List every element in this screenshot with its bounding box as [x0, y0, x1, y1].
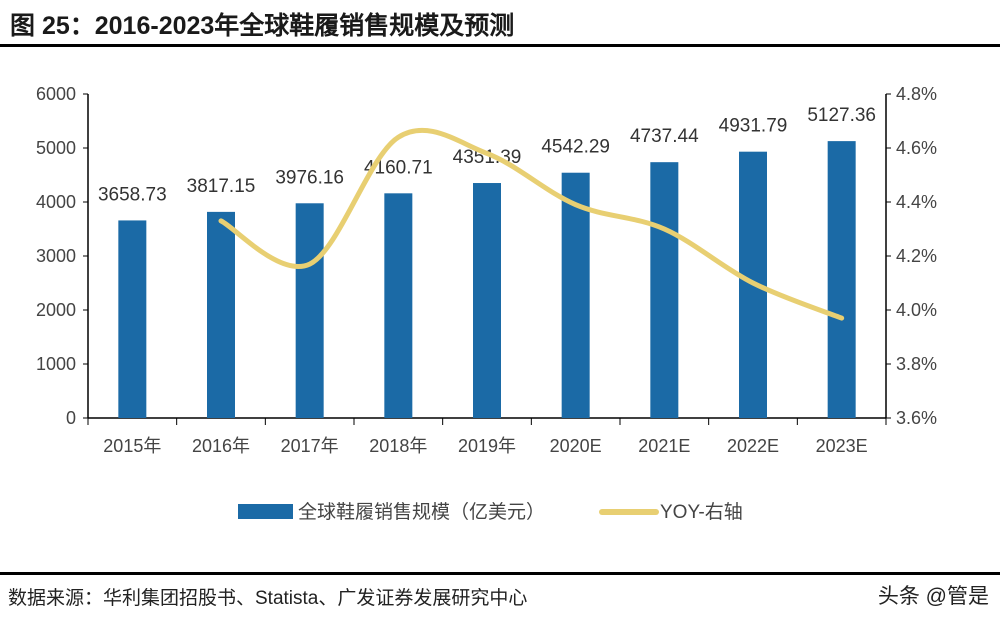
x-tick-label: 2017年: [281, 436, 339, 456]
legend-label-line: YOY-右轴: [660, 501, 743, 523]
bar-data-label: 4160.71: [364, 157, 433, 178]
right-tick-label: 3.6%: [896, 408, 937, 428]
left-tick-label: 1000: [36, 354, 76, 374]
bar-data-label: 3976.16: [275, 167, 344, 188]
left-tick-label: 5000: [36, 138, 76, 158]
x-tick-label: 2019年: [458, 436, 516, 456]
top-divider: [0, 44, 1000, 47]
right-tick-label: 4.2%: [896, 246, 937, 266]
left-tick-label: 4000: [36, 192, 76, 212]
bar: [295, 203, 324, 418]
x-tick-label: 2016年: [192, 436, 250, 456]
bar: [650, 162, 679, 418]
bar: [561, 172, 590, 418]
x-tick-label: 2022E: [727, 436, 779, 456]
right-tick-label: 4.4%: [896, 192, 937, 212]
bar: [384, 193, 413, 418]
source-note: 数据来源：华利集团招股书、Statista、广发证券发展研究中心: [8, 588, 528, 609]
x-tick-label: 2023E: [816, 436, 868, 456]
bar-data-label: 4737.44: [630, 126, 699, 147]
bar-data-label: 5127.36: [807, 105, 876, 126]
bar-data-label: 4931.79: [719, 116, 788, 137]
yoy-line: [218, 127, 845, 321]
x-tick-label: 2020E: [550, 436, 602, 456]
legend-swatch-bar: [238, 504, 293, 519]
left-tick-label: 2000: [36, 300, 76, 320]
bar: [827, 141, 856, 418]
bar: [207, 211, 235, 418]
right-tick-label: 4.0%: [896, 300, 937, 320]
bar-data-label: 3817.15: [187, 176, 256, 197]
bar-data-label: 3658.73: [98, 184, 167, 205]
x-tick-label: 2021E: [638, 436, 690, 456]
left-tick-label: 6000: [36, 84, 76, 104]
legend-label-bar: 全球鞋履销售规模（亿美元）: [298, 501, 545, 523]
x-tick-label: 2018年: [369, 436, 427, 456]
figure-title: 图 25：2016-2023年全球鞋履销售规模及预测: [10, 12, 515, 40]
bar: [118, 220, 147, 418]
bottom-divider: [0, 572, 1000, 575]
left-tick-label: 3000: [36, 246, 76, 266]
left-tick-label: 0: [66, 408, 76, 428]
bar: [473, 183, 501, 418]
right-tick-label: 4.6%: [896, 138, 937, 158]
bar-data-label: 4542.29: [541, 137, 610, 158]
chart: 0 1000 2000 3000 4000 5000 6000 3.6% 3.8% 4.0% 4.2…: [36, 84, 937, 523]
right-tick-label: 3.8%: [896, 354, 937, 374]
watermark: 头条 @管是: [877, 585, 989, 608]
x-tick-label: 2015年: [103, 436, 161, 456]
right-tick-label: 4.8%: [896, 84, 937, 104]
